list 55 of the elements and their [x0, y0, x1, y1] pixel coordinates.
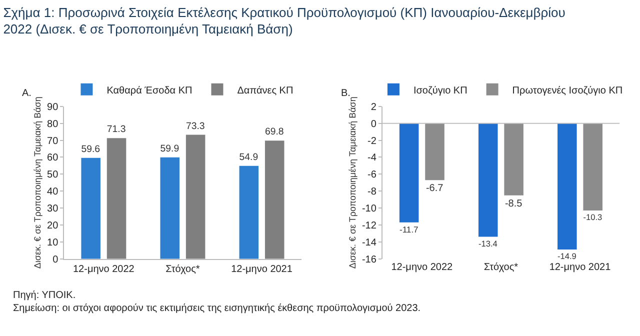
- data-label: -11.7: [399, 224, 419, 234]
- bar: [160, 157, 180, 259]
- data-label: 59.9: [160, 143, 180, 154]
- y-tick-label: 80: [47, 118, 59, 130]
- y-tick-label: 50: [47, 170, 59, 181]
- y-tick-label: 2: [370, 102, 377, 113]
- y-tick-label: 60: [47, 152, 59, 164]
- x-tick-label: 12-μηνο 2021: [231, 264, 293, 275]
- data-label: -8.5: [504, 198, 523, 210]
- y-tick-label: 40: [47, 186, 59, 198]
- y-tick-label: 10: [47, 237, 59, 248]
- x-tick-label: Στόχος*: [484, 262, 518, 273]
- data-label: -13.4: [478, 238, 498, 248]
- y-tick-label: -14: [362, 237, 377, 248]
- text: Σημείωση: οι στόχοι αφορούν τις εκτιμήσεις της εισηγητικής έκθεσης προϋπολογισμού 2023.: [13, 303, 421, 314]
- bar: [81, 158, 100, 259]
- y-tick-label: -12: [362, 220, 377, 232]
- x-tick-label: 12-μηνο 2022: [391, 262, 454, 273]
- text: Ισοζύγιο ΚΠ: [413, 85, 468, 96]
- y-tick-label: 30: [47, 204, 59, 215]
- text: A.: [22, 88, 32, 99]
- data-label: 59.6: [81, 144, 100, 155]
- data-label: 69.8: [264, 126, 284, 138]
- y-axis-title: Δισεκ. € σε Τροποποιημένη Ταμειακή Βάση: [347, 96, 358, 269]
- data-label: -6.7: [426, 183, 444, 194]
- legend-label: Καθαρά Έσοδα ΚΠ: [106, 85, 192, 96]
- data-label: 71.3: [106, 124, 126, 136]
- text: B.: [341, 88, 350, 99]
- y-tick-label: 0: [370, 118, 377, 130]
- y-axis-title: Δισεκ. € σε Τροποποιημένη Ταμειακή Βάση: [32, 96, 42, 269]
- text: Πηγή: ΥΠΟΙΚ.: [13, 290, 76, 301]
- legend-label: Δαπάνες ΚΠ: [237, 85, 294, 96]
- x-tick-label: Στόχος*: [166, 264, 200, 275]
- bar: [239, 166, 259, 259]
- y-tick-label: -4: [367, 152, 377, 164]
- data-label: -14.9: [558, 251, 577, 262]
- data-label: 54.9: [239, 152, 258, 163]
- y-tick-label: -16: [362, 254, 377, 266]
- y-tick-label: 90: [47, 102, 59, 113]
- y-tick-label: -10: [362, 204, 377, 215]
- bar: [264, 140, 284, 259]
- y-tick-label: 0: [52, 254, 59, 266]
- y-tick-label: 70: [47, 136, 59, 147]
- y-tick-label: -8: [367, 186, 377, 198]
- data-label: 73.3: [186, 120, 205, 132]
- legend-label: Πρωτογενές Ισοζύγιο ΚΠ: [512, 85, 623, 96]
- bar: [186, 134, 206, 259]
- x-tick-label: 12-μηνο 2022: [72, 264, 135, 275]
- x-tick-label: 12-μηνο 2021: [549, 262, 612, 273]
- bar: [106, 138, 126, 259]
- y-tick-label: 20: [47, 220, 59, 232]
- data-label: -10.3: [583, 212, 602, 222]
- y-tick-label: -2: [367, 136, 377, 147]
- y-tick-label: -6: [367, 170, 377, 181]
- chart-title: Σχήμα 1: Προσωρινά Στοιχεία Εκτέλεσης Κρατικού Προϋπολογισμού (ΚΠ) Ιανουαρίου-Δεκεμβρίου 2022 (Δισεκ. € σε Τροποποιημένη Ταμειακή Βάση): [3, 4, 566, 37]
